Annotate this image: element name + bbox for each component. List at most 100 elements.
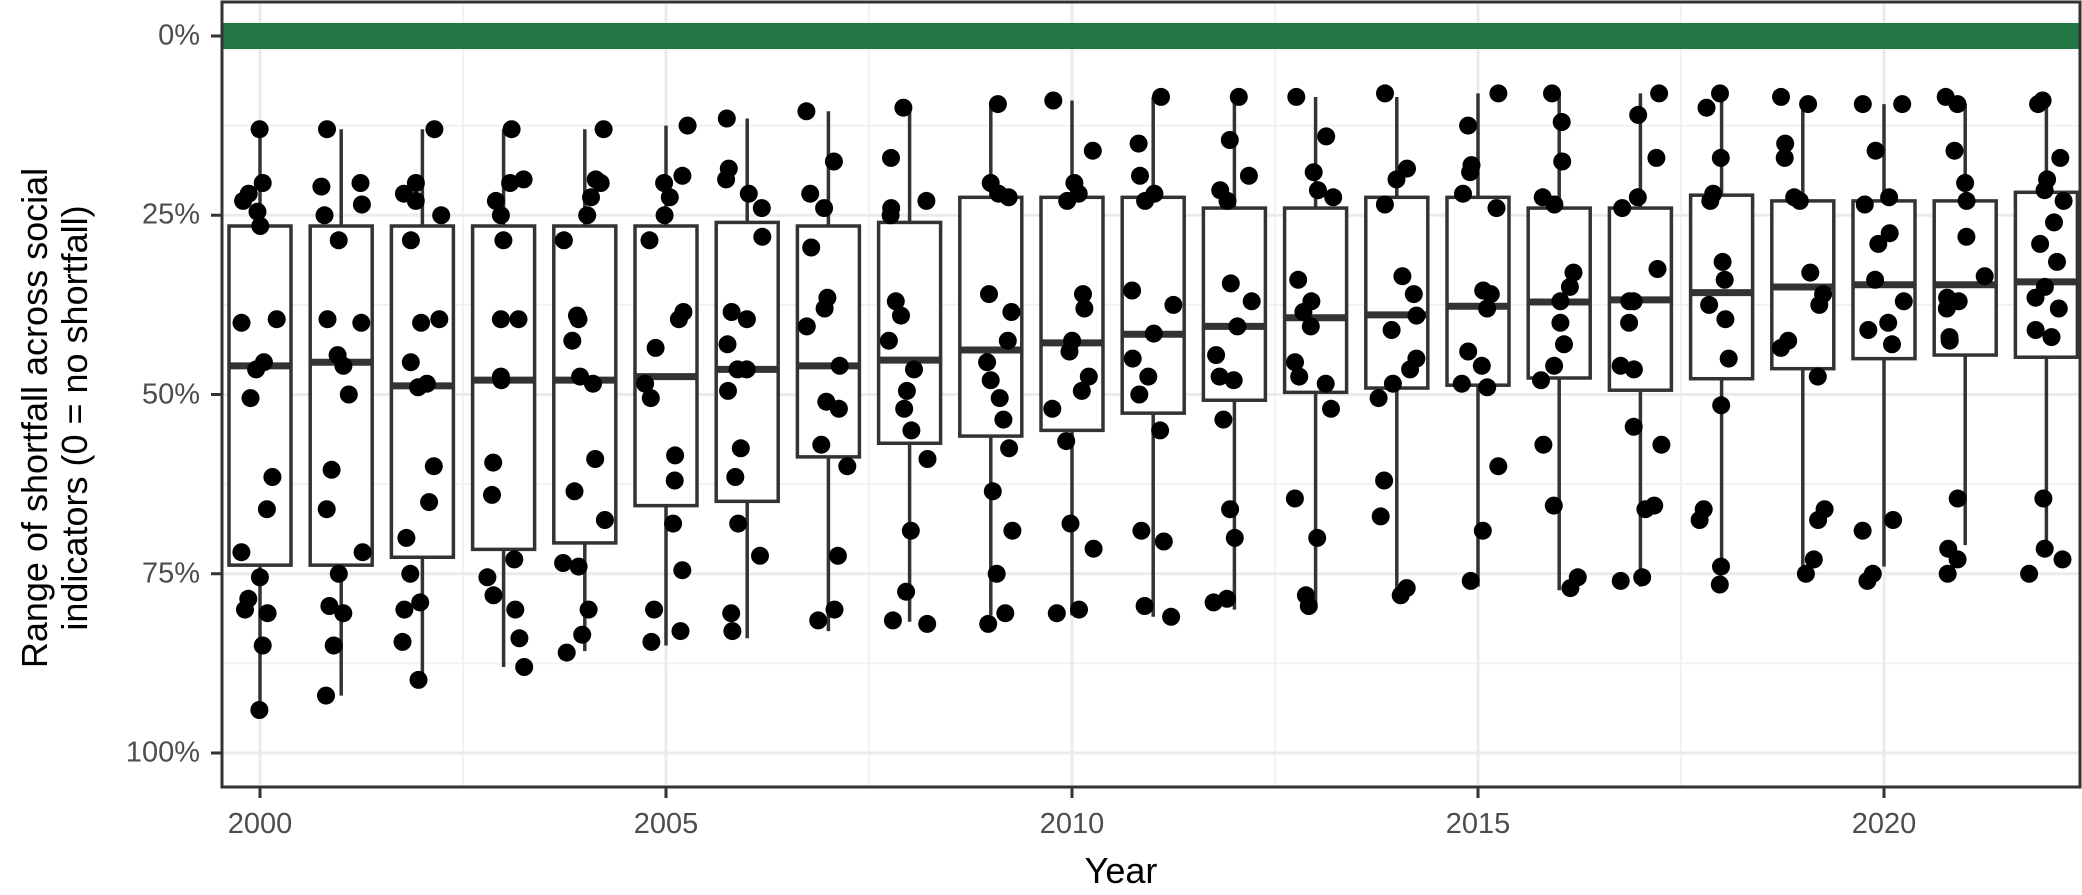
data-point — [918, 450, 937, 468]
data-point — [317, 500, 336, 519]
data-point — [352, 313, 371, 332]
data-point — [232, 543, 251, 562]
y-tick-label: 50% — [141, 378, 200, 410]
x-tick-label: 2000 — [227, 808, 293, 840]
reference-band-0 — [222, 23, 2080, 49]
data-point — [737, 310, 756, 329]
box-2005 — [633, 125, 699, 646]
data-point — [1884, 511, 1903, 529]
data-point — [983, 482, 1002, 501]
data-point — [1301, 317, 1320, 336]
data-point — [1701, 191, 1720, 210]
data-point — [353, 543, 372, 562]
data-point — [1139, 367, 1158, 386]
data-point — [1879, 313, 1898, 332]
data-point — [879, 331, 898, 350]
data-point — [484, 453, 503, 472]
data-point — [641, 389, 660, 408]
y-tick-label: 75% — [141, 557, 200, 590]
data-point — [329, 231, 348, 250]
data-point — [2029, 95, 2048, 114]
data-point — [1070, 600, 1088, 619]
data-point — [1404, 285, 1423, 304]
data-point — [1628, 188, 1647, 207]
data-point — [406, 174, 425, 192]
data-point — [397, 528, 416, 547]
data-point — [1472, 356, 1491, 375]
data-point — [1382, 321, 1401, 339]
data-point — [1555, 335, 1573, 354]
data-point — [1489, 457, 1508, 476]
data-point — [1387, 170, 1406, 189]
data-point — [642, 632, 661, 651]
data-point — [980, 285, 998, 304]
data-point — [334, 356, 353, 375]
data-point — [1151, 421, 1170, 440]
data-point — [251, 217, 270, 235]
data-point — [645, 600, 664, 619]
data-point — [317, 686, 335, 705]
data-point — [1551, 313, 1570, 332]
data-point — [1893, 95, 1912, 114]
data-point — [1061, 514, 1080, 533]
data-point — [1207, 346, 1226, 365]
data-point — [1287, 87, 1306, 106]
data-point — [594, 120, 613, 139]
data-point — [1452, 374, 1471, 393]
data-point — [1144, 324, 1163, 343]
data-point — [1938, 564, 1957, 583]
data-point — [1152, 87, 1170, 106]
data-point — [1322, 399, 1340, 418]
x-tick-label: 2020 — [1851, 808, 1917, 840]
data-point — [719, 381, 737, 400]
x-tick-label: 2005 — [633, 808, 699, 840]
data-point — [1956, 174, 1975, 192]
data-point — [2049, 299, 2068, 318]
data-point — [557, 643, 576, 662]
data-point — [739, 184, 758, 203]
data-point — [905, 360, 923, 379]
data-point — [1957, 191, 1976, 210]
data-point — [1074, 285, 1092, 304]
data-point — [1716, 310, 1735, 329]
data-point — [1131, 166, 1149, 185]
data-point — [1401, 360, 1420, 379]
data-point — [1459, 116, 1478, 135]
data-point — [1154, 532, 1173, 551]
data-point — [882, 148, 900, 167]
data-point — [2048, 252, 2066, 271]
data-point — [491, 310, 510, 329]
data-point — [978, 353, 997, 372]
y-tick-label: 25% — [141, 198, 200, 231]
data-point — [1880, 224, 1899, 243]
data-point — [1948, 550, 1967, 569]
data-point — [1461, 163, 1480, 182]
data-point — [1894, 292, 1913, 311]
data-point — [1218, 191, 1237, 210]
data-point — [1286, 353, 1304, 372]
data-point — [665, 471, 684, 490]
data-point — [573, 625, 592, 644]
data-point — [1697, 98, 1716, 117]
data-point — [636, 374, 655, 393]
data-point — [722, 604, 741, 623]
data-point — [815, 199, 834, 218]
data-point — [1796, 564, 1815, 583]
axis-ticks — [211, 34, 1886, 798]
data-point — [1000, 439, 1019, 458]
data-point — [1393, 267, 1412, 286]
data-point — [1047, 604, 1066, 623]
data-point — [1221, 500, 1240, 519]
data-point — [1299, 597, 1318, 615]
data-point — [1771, 338, 1790, 357]
data-point — [797, 102, 816, 121]
data-point — [752, 199, 771, 218]
data-point — [1775, 148, 1794, 167]
data-point — [1804, 550, 1823, 569]
data-point — [1809, 511, 1828, 529]
data-point — [988, 95, 1007, 114]
data-point — [881, 206, 900, 225]
data-point — [2026, 288, 2045, 307]
data-point — [324, 636, 343, 655]
data-point — [828, 546, 847, 565]
